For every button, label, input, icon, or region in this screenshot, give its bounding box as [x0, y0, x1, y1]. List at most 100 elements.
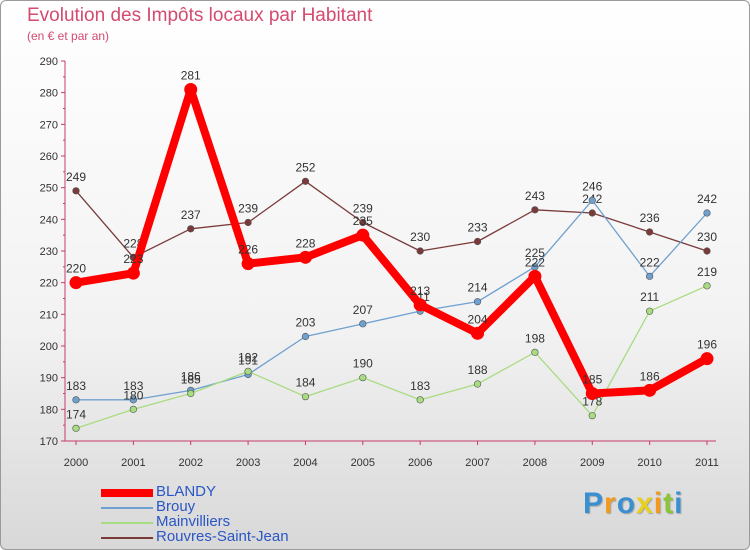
data-label-Rouvres-Saint-Jean-2010: 236 — [640, 211, 660, 225]
data-label-Mainvilliers-2000: 174 — [66, 407, 86, 421]
data-point-Mainvilliers-2006 — [416, 396, 424, 404]
data-label-Mainvilliers-2008: 198 — [525, 331, 545, 345]
legend-item-BLANDY: BLANDY — [101, 483, 361, 500]
y-tick-label-180: 180 — [40, 404, 58, 416]
logo-letter: o — [616, 487, 637, 520]
chart-title: Evolution des Impôts locaux par Habitant — [27, 5, 373, 26]
data-point-Mainvilliers-2001 — [129, 405, 137, 413]
series-line-Rouvres-Saint-Jean — [75, 180, 708, 258]
x-tick-label-2007: 2007 — [465, 457, 489, 469]
data-label-BLANDY-2011: 196 — [697, 338, 717, 352]
data-label-Mainvilliers-2011: 219 — [697, 265, 717, 279]
data-point-Rouvres-Saint-Jean-2011 — [703, 247, 711, 255]
y-tick-label-220: 220 — [40, 278, 58, 290]
data-label-Mainvilliers-2001: 180 — [123, 388, 143, 402]
data-label-BLANDY-2006: 213 — [410, 284, 430, 298]
x-tick-label-2011: 2011 — [695, 457, 719, 469]
data-point-Rouvres-Saint-Jean-2010 — [646, 228, 654, 236]
data-point-Rouvres-Saint-Jean-2002 — [187, 225, 195, 233]
data-point-Mainvilliers-2002 — [187, 389, 195, 398]
data-point-Mainvilliers-2009 — [588, 412, 596, 420]
data-label-BLANDY-2003: 226 — [238, 243, 258, 257]
data-point-Rouvres-Saint-Jean-2006 — [416, 247, 424, 255]
legend-swatch-Rouvres-Saint-Jean — [101, 537, 153, 539]
data-label-BLANDY-2005: 235 — [353, 214, 373, 228]
proxiti-logo: Proxiti — [583, 487, 683, 521]
logo-letter: r — [604, 487, 617, 520]
legend-label-Rouvres-Saint-Jean: Rouvres-Saint-Jean — [156, 528, 289, 545]
data-label-BLANDY-2009: 185 — [582, 373, 602, 387]
data-point-Mainvilliers-2007 — [473, 380, 482, 388]
series-line-Mainvilliers — [75, 285, 708, 429]
data-label-BLANDY-2007: 204 — [468, 312, 488, 326]
line-chart: 170 180 190 200 210 220 230 240 250 260 270 280 290 2… — [40, 56, 719, 469]
data-point-Brouy-2000 — [72, 396, 80, 404]
y-tick-label-270: 270 — [40, 119, 58, 131]
legend-item-Rouvres-Saint-Jean: Rouvres-Saint-Jean — [101, 528, 361, 545]
data-label-Brouy-2009: 246 — [582, 179, 602, 193]
legend-label-Mainvilliers: Mainvilliers — [156, 513, 231, 530]
y-tick-label-190: 190 — [40, 373, 58, 385]
data-label-Mainvilliers-2005: 190 — [353, 357, 373, 371]
data-point-BLANDY-2002 — [184, 83, 198, 96]
data-point-Brouy-2004 — [301, 332, 310, 341]
data-point-BLANDY-2000 — [69, 276, 83, 290]
data-point-BLANDY-2001 — [126, 266, 140, 280]
legend-label-Brouy: Brouy — [156, 498, 196, 515]
series-line-BLANDY — [75, 85, 709, 398]
data-point-BLANDY-2006 — [413, 298, 427, 312]
data-label-Mainvilliers-2010: 211 — [640, 290, 659, 304]
data-label-BLANDY-2000: 220 — [66, 262, 86, 276]
y-tick-label-280: 280 — [40, 88, 58, 100]
data-point-Rouvres-Saint-Jean-2005 — [359, 218, 367, 227]
data-point-BLANDY-2011 — [700, 352, 714, 366]
data-point-Mainvilliers-2005 — [359, 374, 367, 382]
logo-letter: P — [583, 487, 605, 520]
y-tick-label-290: 290 — [40, 56, 58, 68]
data-label-Brouy-2003: 191 — [238, 354, 258, 368]
data-point-BLANDY-2007 — [471, 326, 485, 340]
x-tick-label-2002: 2002 — [178, 457, 202, 469]
y-tick-label-200: 200 — [40, 341, 58, 353]
data-label-BLANDY-2002: 281 — [181, 69, 201, 83]
data-label-Rouvres-Saint-Jean-2005: 239 — [353, 202, 373, 216]
data-label-Brouy-2004: 203 — [295, 316, 315, 330]
legend-label-BLANDY: BLANDY — [156, 483, 217, 500]
data-point-BLANDY-2004 — [298, 250, 312, 264]
data-point-Brouy-2001 — [129, 396, 137, 404]
x-tick-label-2004: 2004 — [293, 457, 317, 469]
x-tick-label-2009: 2009 — [580, 457, 604, 469]
legend-swatch-BLANDY — [101, 489, 153, 497]
data-label-BLANDY-2008: 222 — [525, 255, 545, 269]
data-label-BLANDY-2010: 186 — [640, 369, 660, 383]
data-point-Mainvilliers-2000 — [72, 424, 80, 432]
x-tick-label-2005: 2005 — [351, 457, 375, 469]
data-point-Brouy-2005 — [359, 320, 367, 328]
data-label-Mainvilliers-2003: 192 — [238, 350, 258, 364]
legend-item-Brouy: Brouy — [101, 498, 361, 515]
data-label-Rouvres-Saint-Jean-2008: 243 — [525, 189, 545, 203]
x-tick-label-2000: 2000 — [64, 457, 88, 469]
legend-swatch-Brouy — [101, 507, 153, 509]
logo-letter: i — [674, 487, 684, 520]
data-point-BLANDY-2010 — [643, 383, 657, 397]
x-tick-label-2003: 2003 — [236, 457, 260, 469]
x-tick-label-2010: 2010 — [637, 457, 661, 469]
y-tick-label-260: 260 — [40, 151, 58, 163]
data-point-Rouvres-Saint-Jean-2009 — [588, 209, 596, 217]
y-tick-label-230: 230 — [40, 246, 58, 258]
data-label-Brouy-2007: 214 — [468, 281, 488, 295]
x-tick-label-2001: 2001 — [121, 457, 145, 469]
data-point-BLANDY-2005 — [356, 228, 370, 242]
data-label-Mainvilliers-2009: 178 — [582, 395, 602, 409]
logo-letter: x — [636, 487, 654, 520]
data-point-Rouvres-Saint-Jean-2004 — [301, 177, 310, 185]
data-label-Brouy-2005: 207 — [353, 303, 373, 317]
data-point-Mainvilliers-2003 — [244, 367, 252, 375]
data-point-Rouvres-Saint-Jean-2000 — [72, 187, 80, 195]
data-label-Brouy-2011: 242 — [697, 192, 717, 206]
data-label-BLANDY-2001: 223 — [123, 252, 143, 266]
legend-swatch-Mainvilliers — [101, 522, 153, 524]
data-point-BLANDY-2009 — [585, 387, 599, 400]
